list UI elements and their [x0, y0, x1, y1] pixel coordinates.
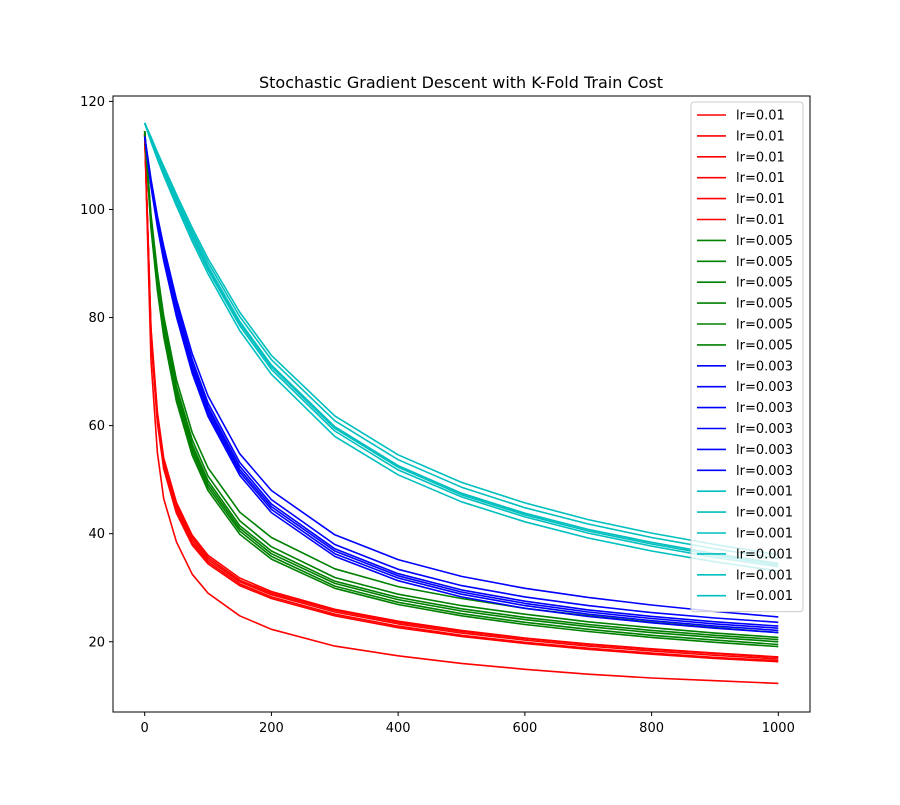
- series-line: [143, 122, 779, 572]
- series-line: [143, 133, 779, 663]
- legend-label: lr=0.01: [736, 150, 785, 165]
- plot-frame: [112, 95, 811, 713]
- series-line: [143, 122, 779, 556]
- series-line: [143, 133, 779, 659]
- series-line: [143, 122, 779, 566]
- y-tick-label: 60: [88, 419, 105, 434]
- legend-label: lr=0.003: [736, 422, 793, 437]
- y-tick-label: 80: [88, 311, 105, 326]
- legend-label: lr=0.001: [736, 589, 793, 604]
- legend-box: [690, 101, 804, 613]
- legend-label: lr=0.003: [736, 443, 793, 458]
- series-line: [143, 131, 779, 648]
- legend-label: lr=0.005: [736, 338, 793, 353]
- legend-label: lr=0.01: [736, 192, 785, 207]
- legend-label: lr=0.01: [736, 109, 785, 124]
- legend-label: lr=0.001: [736, 547, 793, 562]
- x-tick-label: 400: [386, 721, 411, 736]
- legend-label: lr=0.001: [736, 485, 793, 500]
- legend-label: lr=0.003: [736, 401, 793, 416]
- legend-label: lr=0.005: [736, 318, 793, 333]
- legend-label: lr=0.005: [736, 255, 793, 270]
- x-tick-label: 200: [259, 721, 284, 736]
- series-line: [143, 136, 779, 618]
- legend-label: lr=0.01: [736, 129, 785, 144]
- legend-label: lr=0.01: [736, 213, 785, 228]
- axes: 0 200 400 600 800 1000 20 40 60 80 100 120: [80, 95, 795, 736]
- legend-label: lr=0.001: [736, 568, 793, 583]
- series-line: [143, 136, 779, 634]
- y-tick-label: 100: [80, 203, 105, 218]
- legend-label: lr=0.005: [736, 234, 793, 249]
- x-tick-label: 800: [639, 721, 664, 736]
- x-tick-label: 600: [512, 721, 537, 736]
- series-line: [143, 133, 779, 685]
- legend-label: lr=0.001: [736, 527, 793, 542]
- legend-label: lr=0.001: [736, 506, 793, 521]
- legend-label: lr=0.003: [736, 359, 793, 374]
- legend-label: lr=0.005: [736, 276, 793, 291]
- y-tick-label: 120: [80, 95, 105, 110]
- series-lines: [143, 122, 779, 685]
- series-line: [143, 122, 779, 560]
- legend-label: lr=0.005: [736, 297, 793, 312]
- legend-label: lr=0.003: [736, 464, 793, 479]
- y-tick-label: 40: [88, 527, 105, 542]
- x-tick-label: 0: [141, 721, 149, 736]
- x-tick-label: 1000: [762, 721, 795, 736]
- chart-title: Stochastic Gradient Descent with K-Fold …: [259, 73, 663, 92]
- legend-label: lr=0.01: [736, 171, 785, 186]
- legend-label: lr=0.003: [736, 380, 793, 395]
- y-tick-label: 20: [88, 635, 105, 650]
- legend: lr=0.01 lr=0.01 lr=0.01 lr=0.01 lr=0.01 lr=0.…: [690, 101, 804, 613]
- axes-frame: [112, 95, 811, 713]
